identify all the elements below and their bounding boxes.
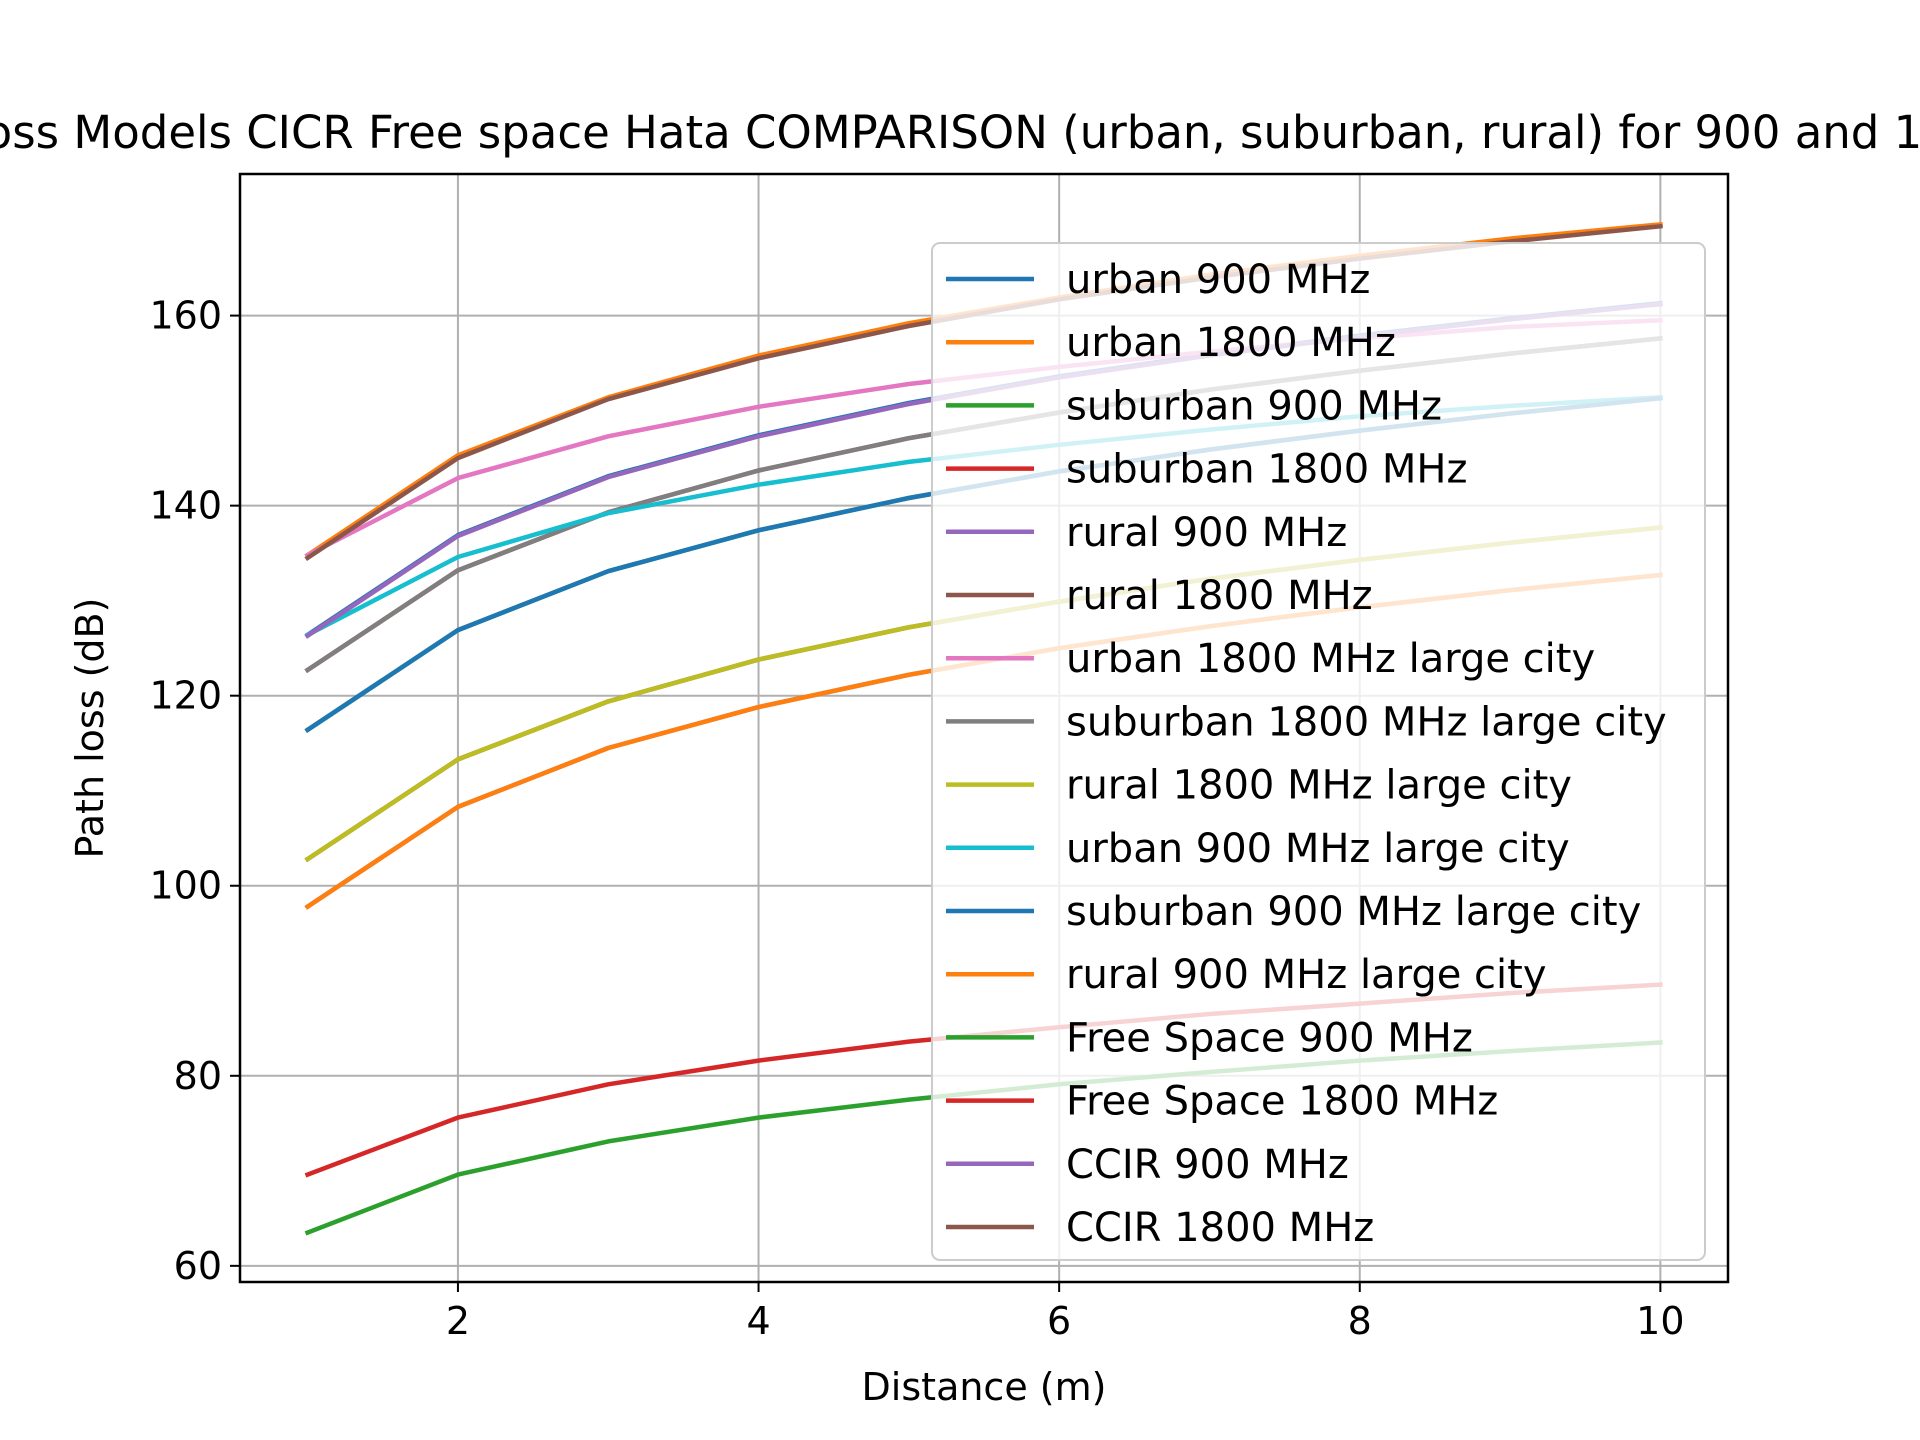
legend-label: CCIR 900 MHz [1066,1142,1349,1188]
legend-label: urban 900 MHz large city [1066,826,1570,872]
plot-frame [238,172,1730,1284]
legend-label: rural 1800 MHz large city [1066,763,1572,809]
legend-label: urban 1800 MHz large city [1066,636,1595,682]
legend-label: Free Space 900 MHz [1066,1015,1473,1061]
x-tick-label: 2 [446,1299,470,1343]
legend-label: rural 1800 MHz [1066,573,1373,619]
legend-label: suburban 1800 MHz [1066,447,1467,493]
x-tick-label: 4 [746,1299,770,1343]
y-tick-label: 140 [149,484,222,528]
legend-label: suburban 1800 MHz large city [1066,699,1667,745]
x-tick-label: 6 [1047,1299,1071,1343]
y-tick-label: 80 [174,1054,222,1098]
legend-label: rural 900 MHz [1066,510,1347,556]
legend-label: urban 900 MHz [1066,257,1370,303]
axis-ticks: 2 4 6 8 10 60 80 100 120 140 160 [149,294,1684,1343]
legend-label: urban 1800 MHz [1066,320,1396,366]
y-tick-label: 160 [149,294,222,338]
legend-box [931,242,1706,1261]
x-axis-label: Distance (m) [862,1365,1107,1409]
y-axis-label: Path loss (dB) [68,598,112,859]
y-tick-label: 120 [149,674,222,718]
legend-label: CCIR 1800 MHz [1066,1205,1374,1251]
y-tick-label: 60 [174,1244,222,1288]
chart-title: Path Loss Models CICR Free space Hata CO… [0,106,1920,159]
legend-label: Free Space 1800 MHz [1066,1079,1498,1125]
legend-label: rural 900 MHz large city [1066,952,1547,998]
legend-label: suburban 900 MHz large city [1066,889,1641,935]
y-tick-label: 100 [149,864,222,908]
legend: urban 900 MHz urban 1800 MHz suburban 900 … [931,242,1706,1261]
legend-label: suburban 900 MHz [1066,383,1442,429]
x-tick-label: 10 [1636,1299,1684,1343]
x-tick-label: 8 [1348,1299,1372,1343]
